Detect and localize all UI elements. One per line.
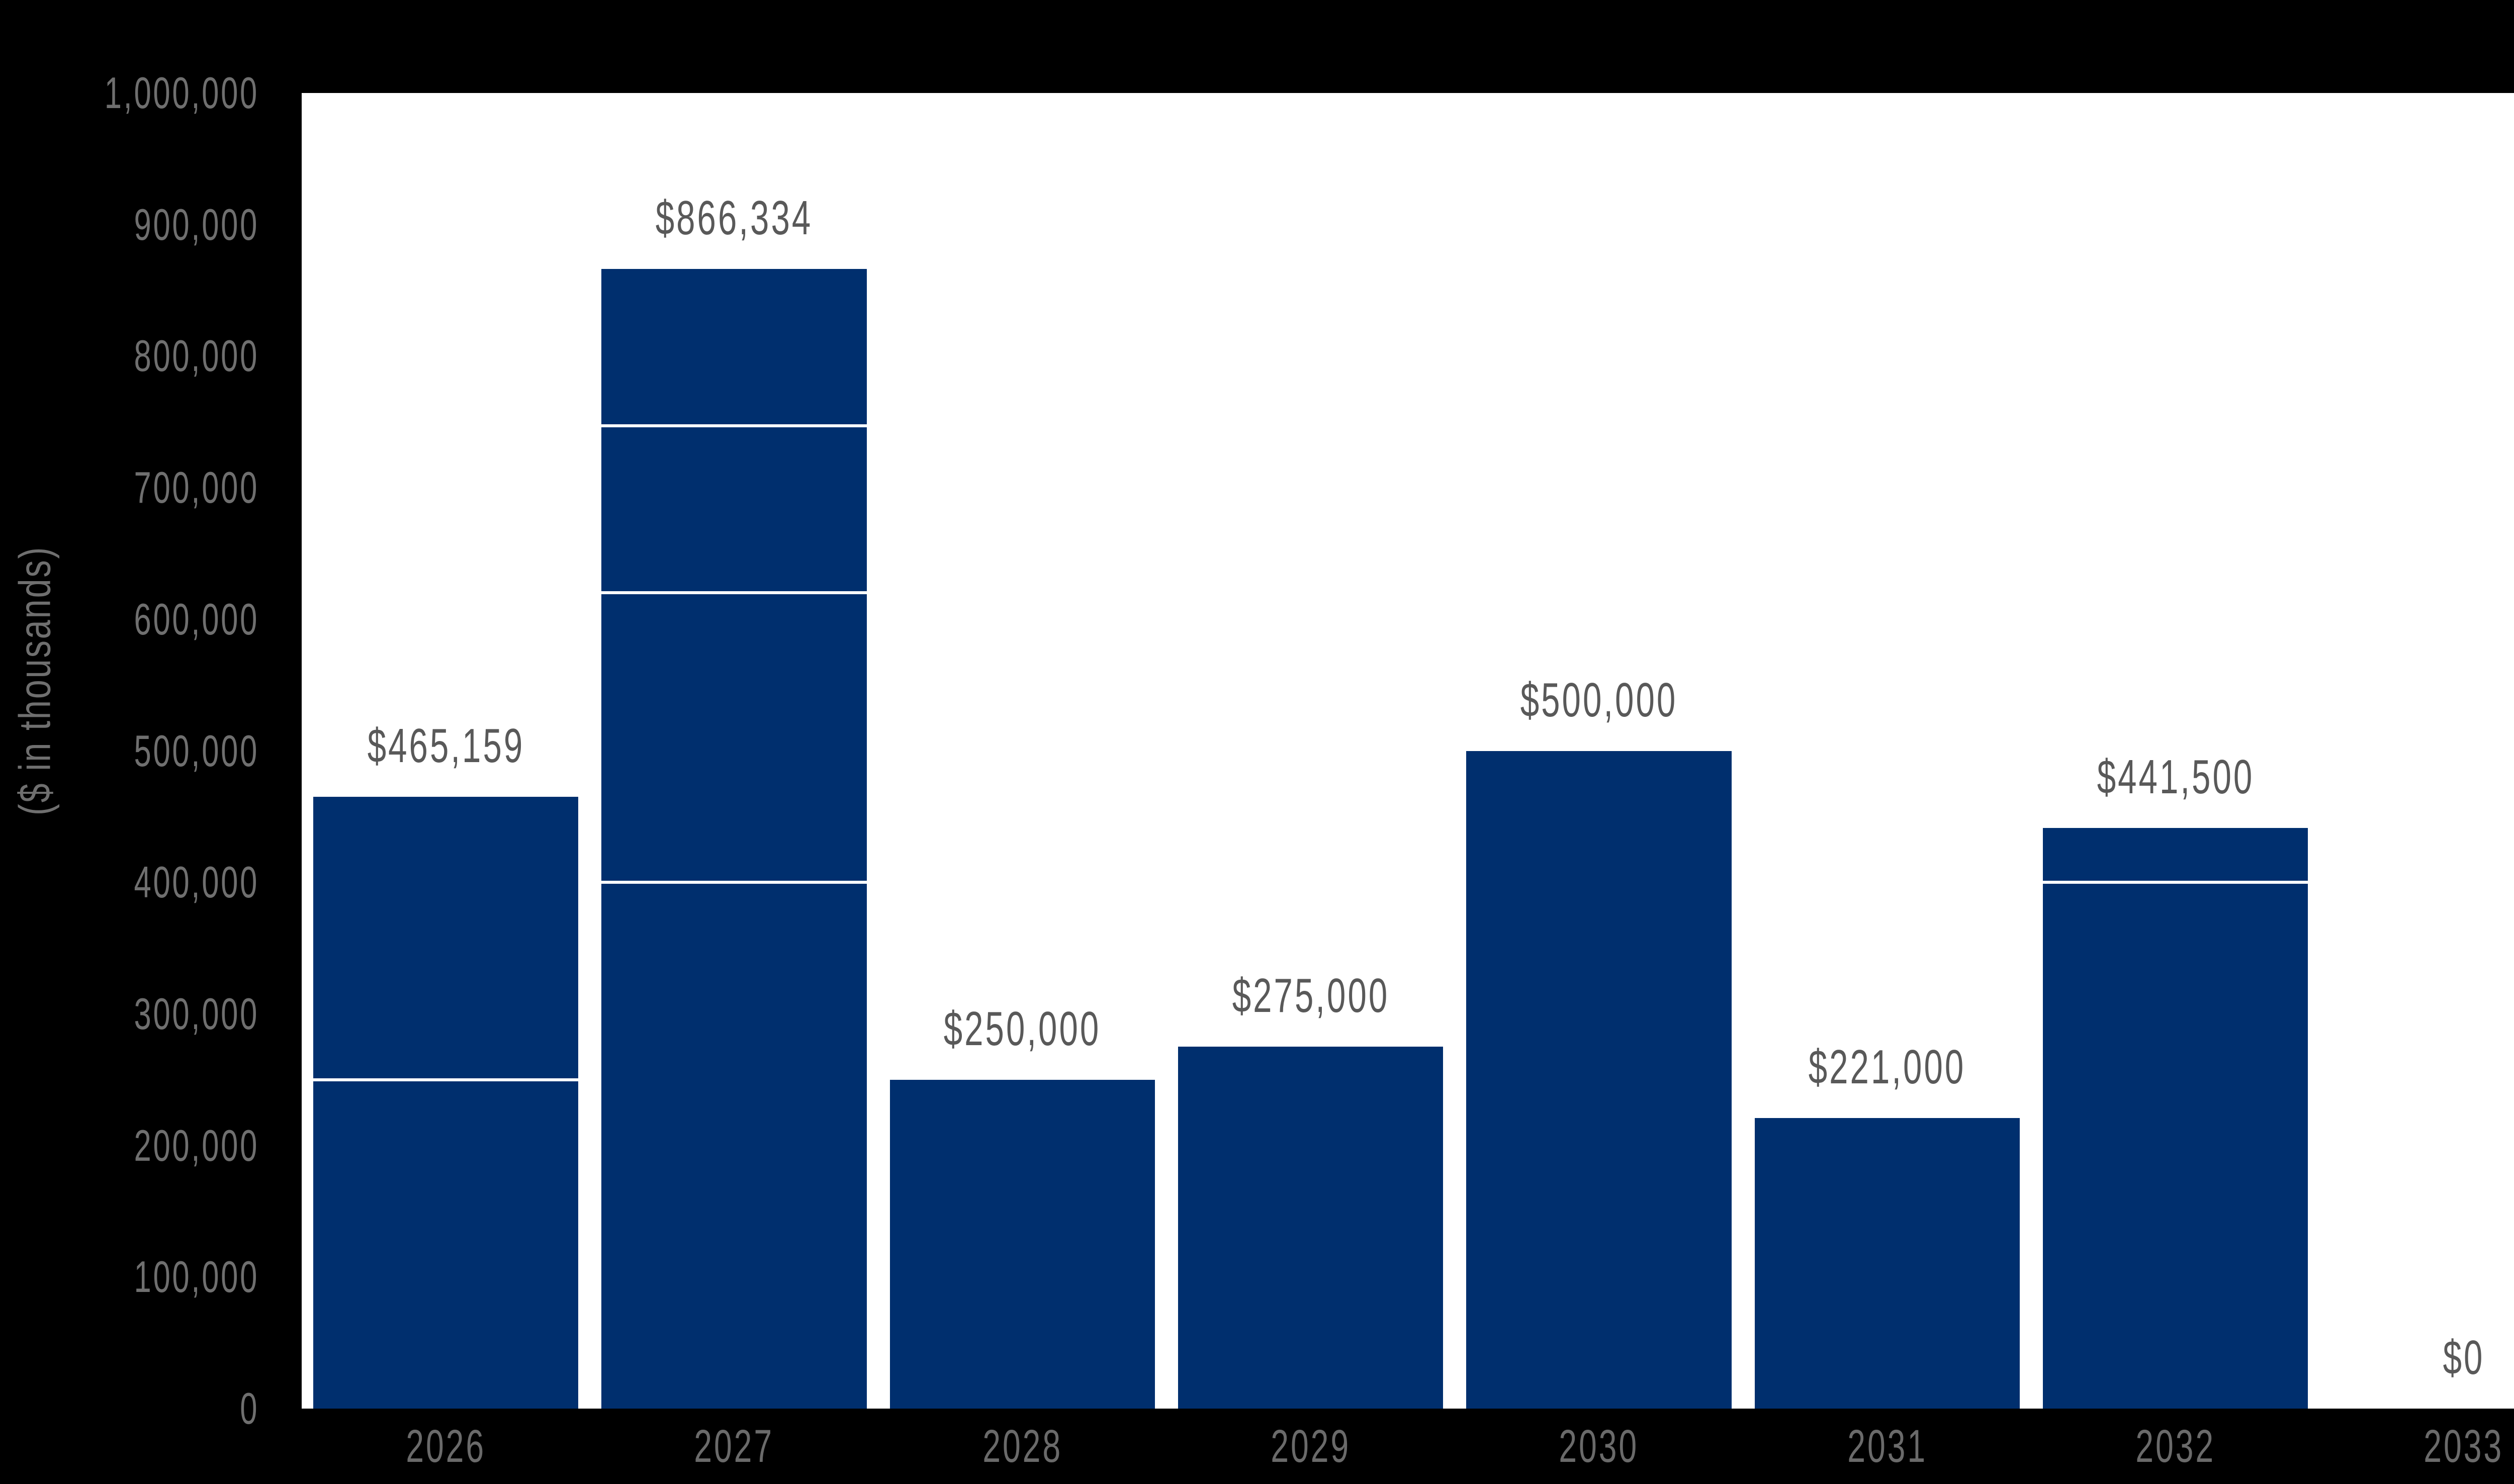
bar-slot-2028: $250,000 [878, 93, 1166, 1409]
bar-value-label: $275,000 [1232, 968, 1389, 1024]
bar-slot-2029: $275,000 [1166, 93, 1455, 1409]
segment-divider [2043, 881, 2308, 884]
bar-value-label: $250,000 [944, 1001, 1101, 1057]
y-tick-label: 600,000 [134, 594, 259, 645]
y-tick-label: 1,000,000 [105, 67, 259, 119]
x-tick-label-2026: 2026 [345, 1409, 547, 1481]
y-tick-label: 700,000 [134, 462, 259, 513]
segment-divider [601, 881, 866, 884]
x-tick-label-2031: 2031 [1786, 1409, 1988, 1481]
x-axis: 202620272028202920302031203220332034 [302, 1409, 2514, 1481]
bar-slot-2030: $500,000 [1455, 93, 1743, 1409]
y-tick-label: 0 [240, 1383, 259, 1434]
y-tick-label: 500,000 [134, 725, 259, 777]
y-tick-label: 200,000 [134, 1120, 259, 1171]
bar-2030[interactable] [1466, 751, 1731, 1409]
y-tick-label: 300,000 [134, 988, 259, 1040]
x-tick-label-2032: 2032 [2075, 1409, 2276, 1481]
bar-2027[interactable] [601, 269, 866, 1409]
bar-value-label: $500,000 [1520, 673, 1678, 728]
bar-2029[interactable] [1178, 1047, 1443, 1409]
bar-value-label: $221,000 [1809, 1040, 1966, 1095]
y-tick-label: 100,000 [134, 1251, 259, 1303]
x-tick-label-2033: 2033 [2363, 1409, 2514, 1481]
plot-area: $465,159 $866,334 $250,000 $275,000 $500,000… [302, 93, 2514, 1409]
x-tick-label-2030: 2030 [1498, 1409, 1699, 1481]
bar-value-label: $0 [2443, 1330, 2485, 1385]
x-tick-label-2029: 2029 [1210, 1409, 1411, 1481]
bar-slot-2027: $866,334 [590, 93, 878, 1409]
y-tick-label: 800,000 [134, 330, 259, 382]
y-tick-label: 900,000 [134, 199, 259, 250]
bar-2026[interactable] [313, 797, 578, 1409]
segment-divider [601, 591, 866, 594]
bar-2031[interactable] [1755, 1118, 2020, 1409]
bar-2032[interactable] [2043, 828, 2308, 1409]
bar-value-label: $465,159 [367, 718, 524, 774]
x-tick-label-2027: 2027 [633, 1409, 835, 1481]
bar-2028[interactable] [890, 1080, 1155, 1409]
bar-slot-2031: $221,000 [1743, 93, 2031, 1409]
y-tick-label: 400,000 [134, 857, 259, 908]
bar-value-label: $866,334 [656, 191, 813, 246]
segment-divider [313, 1078, 578, 1081]
bar-value-label: $441,500 [2097, 750, 2254, 805]
bar-slot-2026: $465,159 [302, 93, 590, 1409]
x-tick-label-2028: 2028 [922, 1409, 1123, 1481]
bar-slot-2032: $441,500 [2031, 93, 2319, 1409]
bar-slot-2033: $0 [2319, 93, 2514, 1409]
segment-divider [601, 424, 866, 427]
